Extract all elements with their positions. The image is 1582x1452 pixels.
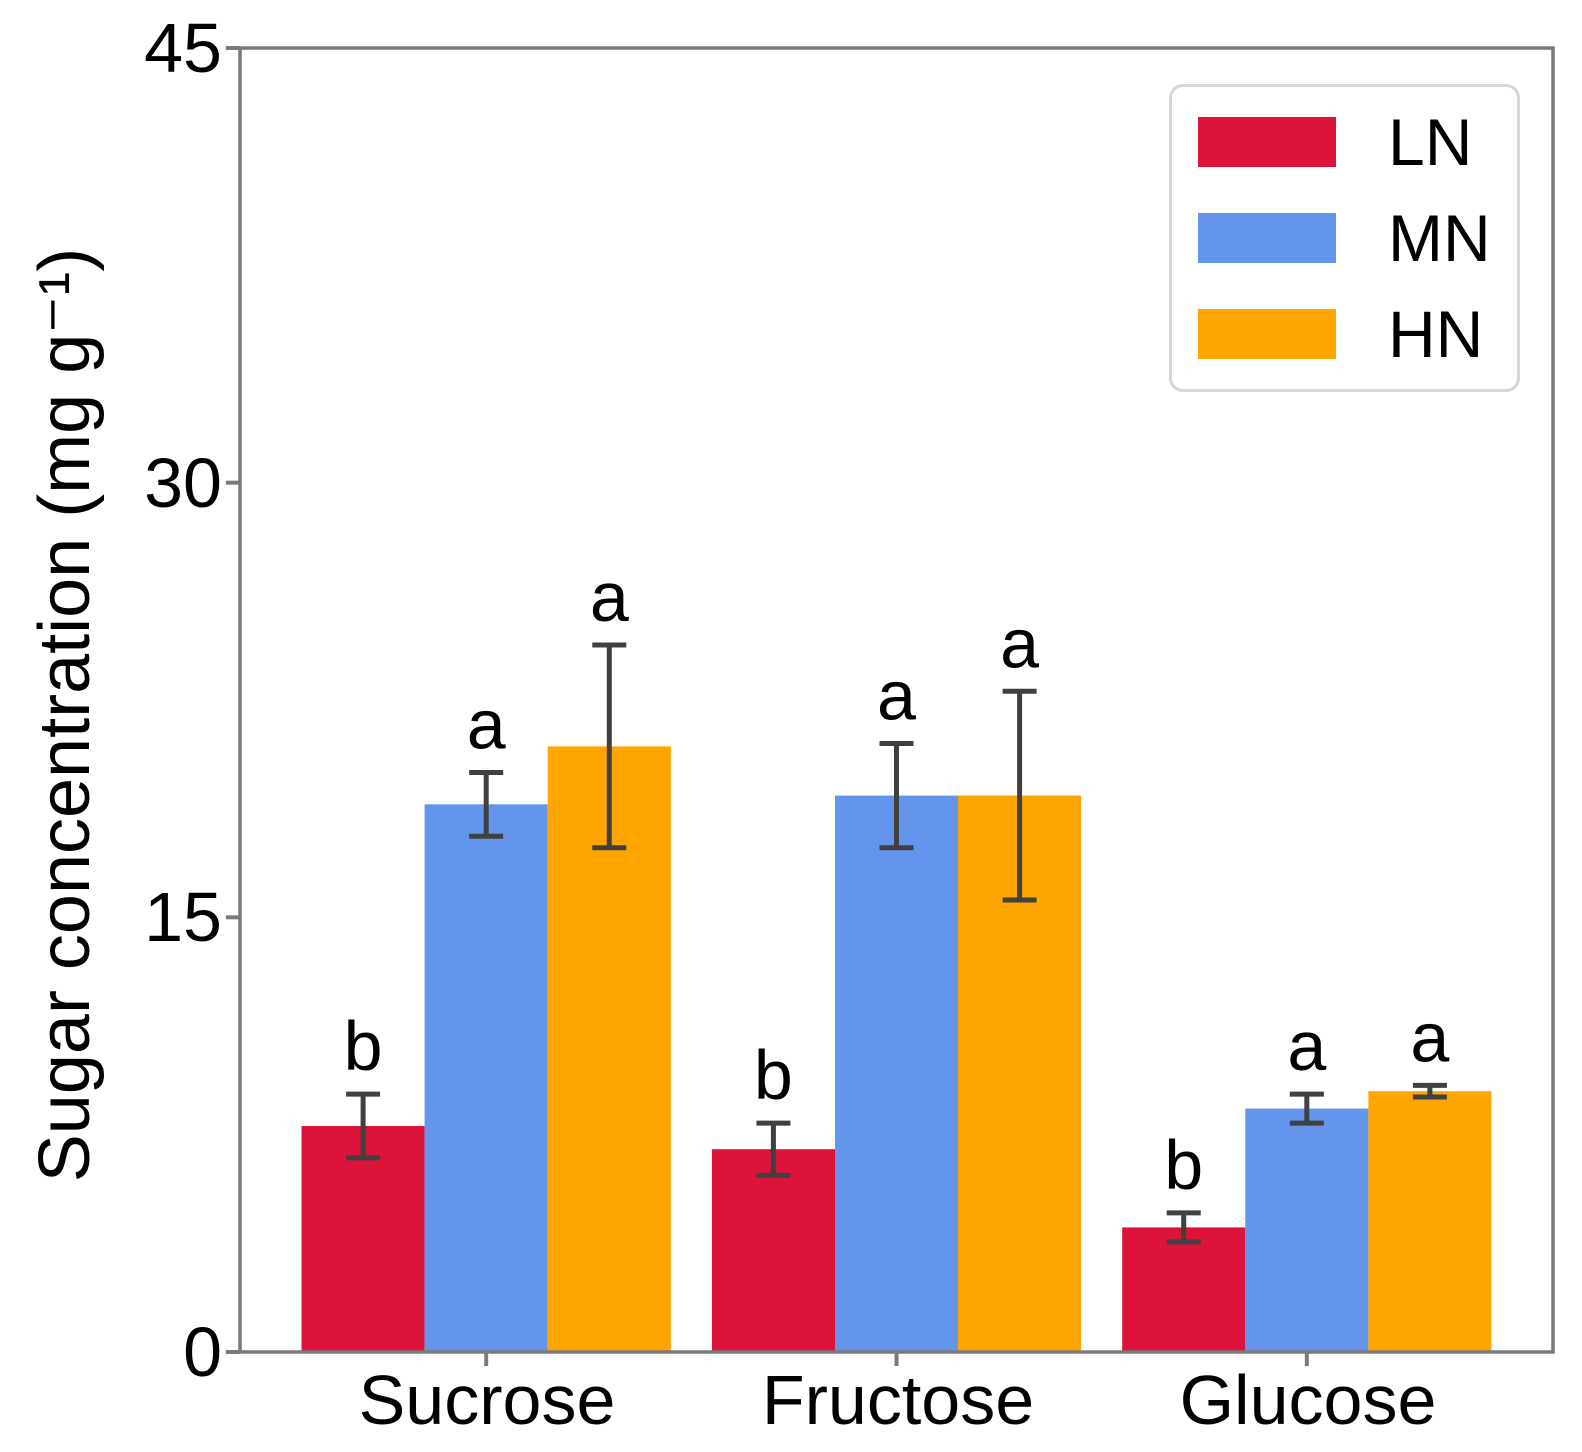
legend-label-ln: LN [1388,105,1473,179]
bar-fructose-mn [835,795,959,1352]
bar-glucose-hn [1368,1091,1492,1352]
bar-fructose-ln [711,1149,835,1352]
sig-letter-glucose-ln: b [1164,1126,1203,1204]
sig-letter-fructose-hn: a [1000,604,1039,682]
legend: LN MN HN [1169,84,1520,392]
y-tick-label-45: 45 [144,9,222,87]
bar-sucrose-ln [301,1126,425,1352]
legend-label-mn: MN [1388,201,1491,275]
bar-glucose-ln [1122,1227,1246,1352]
x-tick-label-glucose: Glucose [1179,1361,1437,1439]
legend-item-hn: HN [1172,286,1517,382]
sig-letter-glucose-mn: a [1287,1007,1326,1085]
legend-swatch-hn-icon [1198,309,1336,359]
bar-glucose-mn [1245,1108,1369,1352]
sig-letter-glucose-hn: a [1410,998,1449,1076]
bar-sucrose-mn [424,804,548,1352]
plot-frame [238,46,1555,1354]
y-axis-title: Sugar concentration (mg g⁻¹) [25,247,105,1183]
sig-letter-sucrose-hn: a [590,558,629,636]
x-tick-label-fructose: Fructose [761,1361,1035,1439]
legend-item-ln: LN [1172,94,1517,190]
y-tick-label-0: 0 [183,1313,222,1391]
y-tick-label-15: 15 [144,878,222,956]
x-tick-label-sucrose: Sucrose [358,1361,616,1439]
legend-swatch-mn-icon [1198,213,1336,263]
sig-letter-sucrose-mn: a [467,685,506,763]
sig-letter-sucrose-ln: b [344,1007,383,1085]
y-tick-label-30: 30 [144,444,222,522]
legend-item-mn: MN [1172,190,1517,286]
sig-letter-fructose-ln: b [754,1036,793,1114]
legend-label-hn: HN [1388,297,1484,371]
sig-letter-fructose-mn: a [877,657,916,735]
legend-swatch-ln-icon [1198,117,1336,167]
